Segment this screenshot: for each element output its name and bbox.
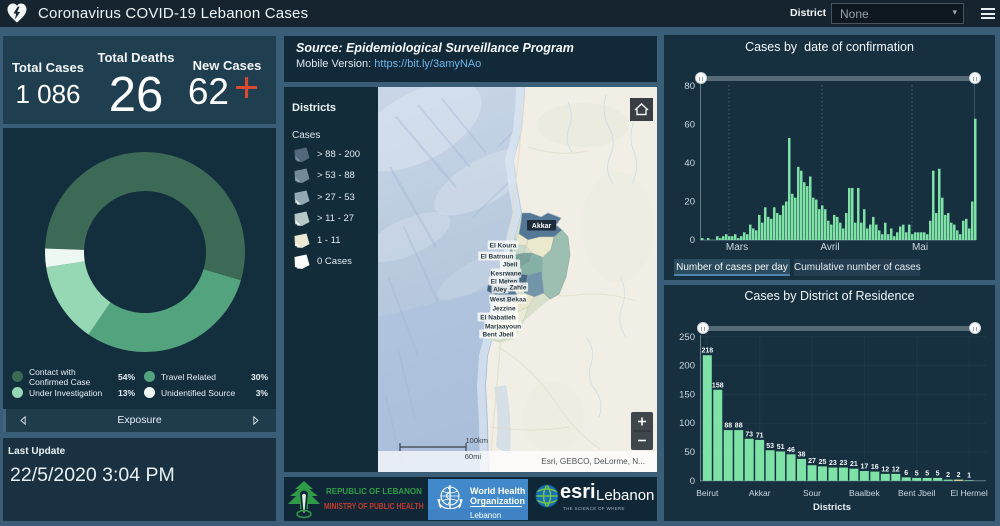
- svg-text:Baalbek: Baalbek: [849, 488, 880, 498]
- svg-text:20: 20: [684, 197, 695, 208]
- svg-text:71: 71: [756, 432, 764, 439]
- svg-text:250: 250: [679, 332, 695, 343]
- svg-text:Aley: Aley: [493, 287, 507, 294]
- svg-text:23: 23: [840, 460, 848, 467]
- svg-text:Mai: Mai: [912, 242, 928, 253]
- svg-text:200: 200: [679, 361, 695, 372]
- svg-text:5: 5: [915, 470, 919, 477]
- svg-text:Beirut: Beirut: [696, 488, 719, 498]
- svg-text:Zahle: Zahle: [510, 285, 527, 292]
- svg-text:Sour: Sour: [803, 488, 821, 498]
- svg-text:0: 0: [690, 235, 695, 246]
- svg-text:218: 218: [701, 348, 713, 355]
- svg-text:100km: 100km: [465, 436, 488, 445]
- svg-text:88: 88: [724, 423, 732, 430]
- svg-text:0: 0: [690, 476, 695, 487]
- svg-text:12: 12: [892, 466, 900, 473]
- svg-text:6: 6: [904, 470, 908, 477]
- svg-text:38: 38: [798, 451, 806, 458]
- svg-text:60mi: 60mi: [465, 452, 482, 461]
- svg-text:El Hermel: El Hermel: [950, 488, 987, 498]
- svg-text:40: 40: [684, 158, 695, 169]
- svg-text:100: 100: [679, 418, 695, 429]
- svg-text:51: 51: [777, 444, 785, 451]
- svg-text:5: 5: [925, 470, 929, 477]
- svg-text:Kesrwane: Kesrwane: [491, 271, 522, 278]
- svg-text:El Batroun: El Batroun: [481, 254, 514, 261]
- svg-text:12: 12: [881, 466, 889, 473]
- svg-text:53: 53: [766, 443, 774, 450]
- svg-text:Esri, GEBCO, DeLorme, N...: Esri, GEBCO, DeLorme, N...: [541, 457, 645, 466]
- svg-text:27: 27: [808, 458, 816, 465]
- svg-text:2: 2: [946, 472, 950, 479]
- svg-text:60: 60: [684, 120, 695, 131]
- svg-text:Avril: Avril: [820, 242, 839, 253]
- svg-text:Bent Jbeil: Bent Jbeil: [482, 332, 513, 339]
- svg-text:17: 17: [860, 464, 868, 471]
- svg-text:50: 50: [684, 447, 695, 458]
- svg-text:Districts: Districts: [813, 502, 851, 513]
- svg-text:Akkar: Akkar: [749, 488, 771, 498]
- svg-text:25: 25: [819, 459, 827, 466]
- svg-text:El Koura: El Koura: [490, 243, 517, 250]
- svg-text:46: 46: [787, 447, 795, 454]
- svg-text:21: 21: [850, 461, 858, 468]
- svg-text:88: 88: [735, 423, 743, 430]
- svg-text:El Nabatieh: El Nabatieh: [480, 315, 515, 322]
- svg-text:150: 150: [679, 389, 695, 400]
- svg-text:158: 158: [712, 382, 724, 389]
- svg-text:23: 23: [829, 460, 837, 467]
- svg-text:16: 16: [871, 464, 879, 471]
- svg-text:Jbeil: Jbeil: [503, 262, 518, 269]
- svg-text:80: 80: [684, 81, 695, 92]
- svg-text:73: 73: [745, 431, 753, 438]
- svg-text:Jezzine: Jezzine: [492, 306, 516, 313]
- svg-text:Marjaayoun: Marjaayoun: [485, 324, 521, 331]
- svg-text:West Bekaa: West Bekaa: [490, 297, 527, 304]
- svg-text:2: 2: [957, 472, 961, 479]
- svg-text:1: 1: [967, 473, 971, 480]
- svg-text:5: 5: [936, 470, 940, 477]
- svg-text:El Meten: El Meten: [491, 279, 518, 286]
- svg-text:Mars: Mars: [726, 242, 748, 253]
- svg-text:Bent Jbeil: Bent Jbeil: [898, 488, 935, 498]
- svg-text:Akkar: Akkar: [532, 223, 552, 230]
